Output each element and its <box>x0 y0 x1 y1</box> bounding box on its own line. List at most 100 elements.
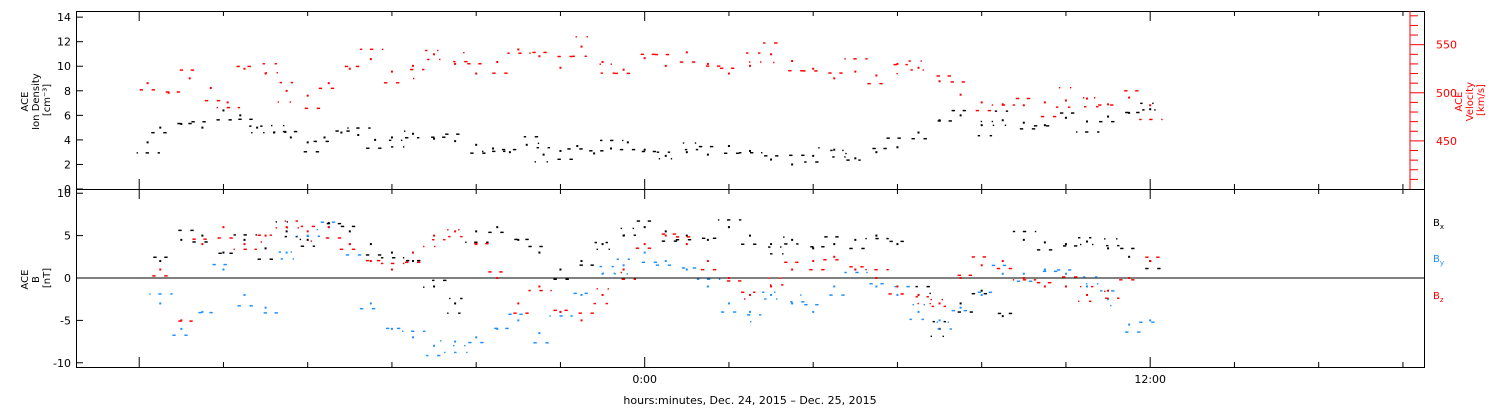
data-point <box>346 65 349 68</box>
data-point <box>1018 280 1021 282</box>
data-point <box>696 278 699 280</box>
data-point <box>1097 106 1099 108</box>
data-point <box>670 158 673 160</box>
data-point <box>982 256 985 258</box>
data-point <box>428 58 430 61</box>
data-point <box>947 75 949 77</box>
data-point <box>950 81 953 83</box>
legend-by-main: B <box>1433 254 1440 265</box>
data-point <box>1026 97 1029 100</box>
data-point <box>316 228 319 231</box>
data-point <box>201 234 204 237</box>
data-point <box>165 91 168 93</box>
data-point <box>938 75 940 77</box>
data-point <box>856 271 858 274</box>
data-point <box>886 237 888 240</box>
data-point <box>651 53 654 56</box>
data-point <box>1145 267 1147 270</box>
data-point <box>263 312 265 314</box>
data-point <box>433 285 436 288</box>
data-point <box>965 309 968 312</box>
data-point <box>517 302 520 305</box>
data-point <box>944 305 946 308</box>
data-point <box>688 239 691 241</box>
data-point <box>518 52 520 54</box>
data-point <box>1001 104 1004 106</box>
data-point <box>340 225 343 228</box>
data-point <box>1113 120 1115 123</box>
data-point <box>907 285 909 288</box>
data-point <box>149 293 151 295</box>
data-point <box>1004 124 1007 127</box>
data-point <box>672 233 675 235</box>
data-point <box>750 152 752 154</box>
data-point <box>709 145 712 148</box>
top-panel-frame <box>76 11 1425 190</box>
data-point <box>803 70 805 72</box>
data-point <box>411 68 413 71</box>
data-point <box>586 292 588 295</box>
data-point <box>371 48 374 51</box>
data-point <box>365 259 368 262</box>
data-point <box>664 64 667 67</box>
data-point <box>790 154 792 157</box>
data-point <box>566 278 568 280</box>
data-point <box>775 42 777 44</box>
data-point <box>667 151 670 153</box>
data-point <box>286 227 289 229</box>
data-point <box>444 239 446 241</box>
data-point <box>1064 99 1067 102</box>
data-point <box>1101 120 1103 123</box>
data-point <box>706 278 709 280</box>
data-point <box>1120 279 1122 281</box>
data-point <box>566 309 568 312</box>
data-point <box>231 237 233 239</box>
data-point <box>938 302 941 305</box>
data-point <box>449 235 451 238</box>
data-point <box>1027 97 1030 100</box>
data-point <box>284 235 287 238</box>
data-point <box>1068 106 1071 108</box>
data-point <box>584 55 586 57</box>
data-point <box>608 248 610 251</box>
data-point <box>270 234 272 236</box>
data-point <box>1012 104 1015 106</box>
data-point <box>1159 267 1161 270</box>
data-point <box>826 236 828 238</box>
data-point <box>988 109 991 112</box>
data-point <box>991 264 994 267</box>
data-point <box>192 121 194 123</box>
data-point <box>894 63 896 66</box>
data-point <box>384 82 387 84</box>
data-point <box>1090 300 1092 303</box>
data-point <box>777 155 779 157</box>
data-point <box>569 148 571 150</box>
data-point <box>434 245 436 248</box>
data-point <box>554 309 556 312</box>
data-point <box>880 283 882 285</box>
data-point <box>631 148 634 151</box>
data-point <box>804 303 806 306</box>
data-point <box>245 234 247 236</box>
right-y-tick-label: 550 <box>1436 39 1457 52</box>
data-point <box>318 107 321 110</box>
data-point <box>336 130 338 132</box>
data-point <box>891 240 893 243</box>
data-point <box>461 297 463 300</box>
data-point <box>836 259 838 261</box>
data-point <box>804 161 806 163</box>
data-point <box>1140 102 1142 105</box>
data-point <box>723 152 726 154</box>
data-point <box>546 342 548 344</box>
data-point <box>574 292 576 295</box>
data-point <box>412 330 414 332</box>
data-point <box>633 148 636 151</box>
data-point <box>510 313 512 315</box>
data-point <box>833 156 835 158</box>
data-point <box>797 243 799 245</box>
data-point <box>842 294 844 296</box>
data-point <box>635 247 638 249</box>
data-point <box>1124 90 1126 92</box>
data-point <box>812 246 814 248</box>
data-point <box>264 312 266 314</box>
